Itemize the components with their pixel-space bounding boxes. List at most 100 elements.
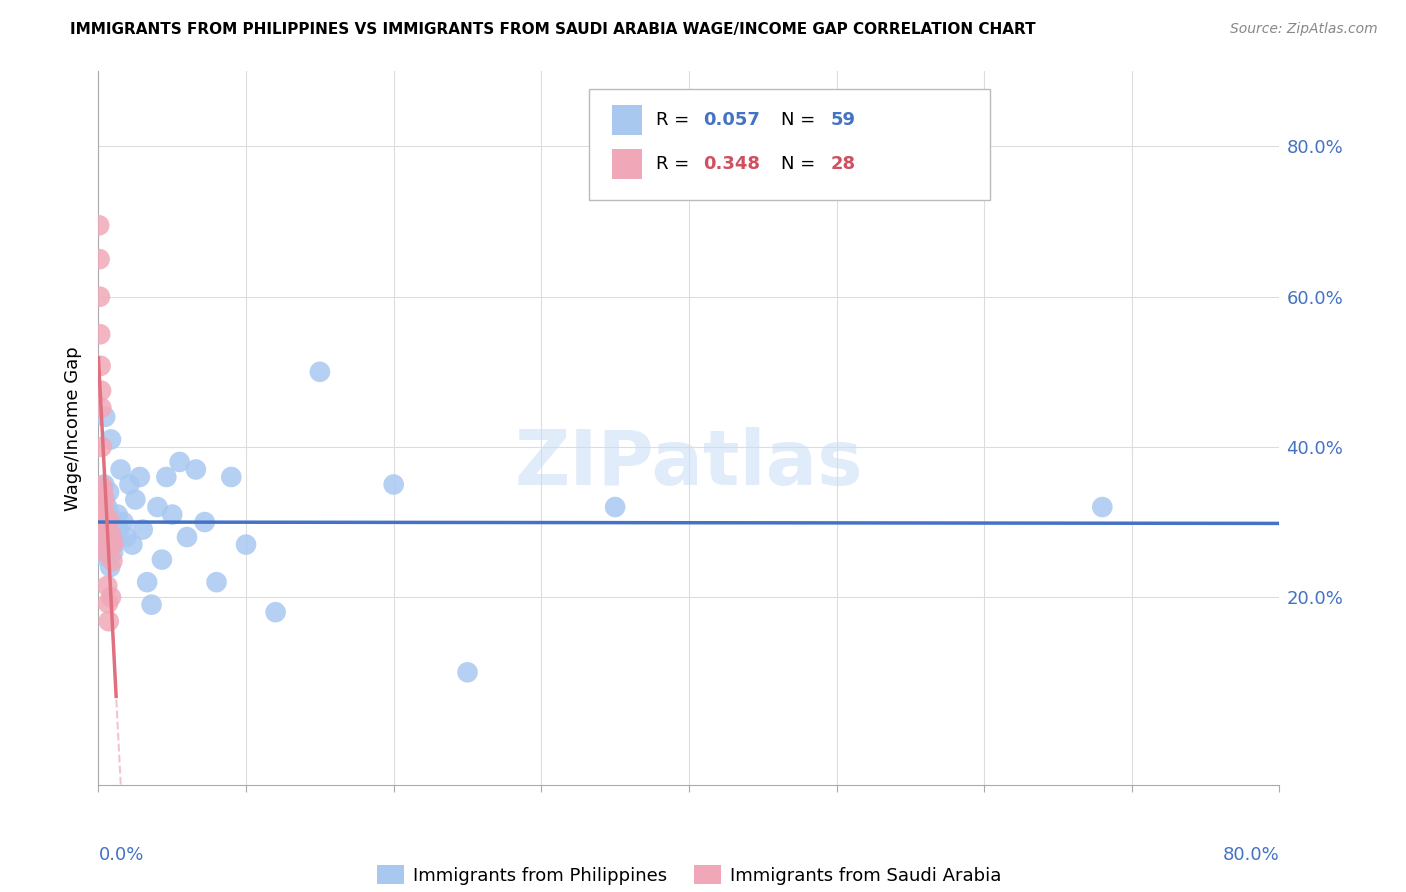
Point <box>115 530 138 544</box>
Point <box>89 327 111 342</box>
Point <box>121 538 143 552</box>
Point <box>89 219 111 233</box>
Point <box>309 365 332 379</box>
Y-axis label: Wage/Income Gap: Wage/Income Gap <box>65 346 83 510</box>
Point <box>194 515 217 529</box>
Point <box>101 554 124 568</box>
Text: R =: R = <box>655 111 695 128</box>
Point <box>93 538 115 552</box>
FancyBboxPatch shape <box>589 89 990 200</box>
Point <box>97 538 120 552</box>
Point <box>1091 500 1114 514</box>
Point <box>141 598 163 612</box>
Point <box>456 665 478 680</box>
Point <box>90 401 112 415</box>
Point <box>91 518 114 533</box>
Point <box>146 500 169 514</box>
Point <box>112 515 135 529</box>
Point <box>100 433 122 447</box>
Point <box>132 523 155 537</box>
Point <box>97 596 120 610</box>
Point <box>101 538 124 552</box>
Point <box>235 538 257 552</box>
Point <box>89 530 111 544</box>
Point <box>96 579 118 593</box>
Point <box>205 575 228 590</box>
Point <box>96 500 118 514</box>
Point <box>98 514 121 528</box>
Point <box>96 515 118 529</box>
Point <box>90 526 112 541</box>
Point <box>98 560 121 574</box>
Point <box>94 492 117 507</box>
Point <box>98 539 121 553</box>
Text: Source: ZipAtlas.com: Source: ZipAtlas.com <box>1230 22 1378 37</box>
Point <box>89 252 111 267</box>
Point <box>93 523 115 537</box>
Point <box>104 515 127 529</box>
Bar <box>612 149 641 179</box>
Point <box>90 538 112 552</box>
Point <box>100 523 122 537</box>
Text: ZIPatlas: ZIPatlas <box>515 427 863 500</box>
Point <box>136 575 159 590</box>
Point <box>96 545 118 559</box>
Point <box>91 549 114 563</box>
Point <box>219 470 242 484</box>
Point <box>155 470 177 484</box>
Point <box>91 504 114 518</box>
Point <box>94 409 117 424</box>
Point <box>93 523 115 537</box>
Point <box>169 455 191 469</box>
Point <box>128 470 150 484</box>
Bar <box>612 105 641 135</box>
Point <box>93 477 115 491</box>
Point <box>107 508 129 522</box>
Point <box>108 523 131 537</box>
Point <box>97 614 120 628</box>
Text: 80.0%: 80.0% <box>1223 846 1279 863</box>
Point <box>100 528 122 542</box>
Point <box>90 440 112 454</box>
Point <box>98 485 121 500</box>
Point <box>94 509 117 524</box>
Point <box>100 590 122 604</box>
Text: R =: R = <box>655 155 695 173</box>
Point <box>91 479 114 493</box>
Point <box>93 545 115 559</box>
Point <box>184 462 207 476</box>
Text: 0.348: 0.348 <box>703 155 761 173</box>
Text: 59: 59 <box>831 111 856 128</box>
Text: 0.057: 0.057 <box>703 111 761 128</box>
Point <box>176 530 198 544</box>
Point <box>91 541 114 556</box>
Point <box>103 538 125 552</box>
Point <box>382 477 405 491</box>
Point <box>605 500 627 514</box>
Point <box>89 518 111 533</box>
Point <box>96 523 118 537</box>
Point <box>94 533 117 548</box>
Point <box>162 508 183 522</box>
Point <box>94 514 117 528</box>
Point <box>89 290 111 304</box>
Point <box>110 462 132 476</box>
Point <box>150 552 173 566</box>
Point <box>90 515 112 529</box>
Point <box>90 508 112 522</box>
Text: N =: N = <box>782 155 821 173</box>
Point <box>90 384 112 398</box>
Point <box>91 508 114 522</box>
Point <box>264 605 287 619</box>
Point <box>90 359 112 373</box>
Point <box>103 545 125 559</box>
Point <box>118 477 141 491</box>
Point <box>91 530 114 544</box>
Legend: Immigrants from Philippines, Immigrants from Saudi Arabia: Immigrants from Philippines, Immigrants … <box>370 858 1008 892</box>
Point <box>91 485 114 500</box>
Point <box>124 492 146 507</box>
Text: 0.0%: 0.0% <box>98 846 143 863</box>
Text: N =: N = <box>782 111 821 128</box>
Point <box>105 530 128 544</box>
Point <box>98 508 121 522</box>
